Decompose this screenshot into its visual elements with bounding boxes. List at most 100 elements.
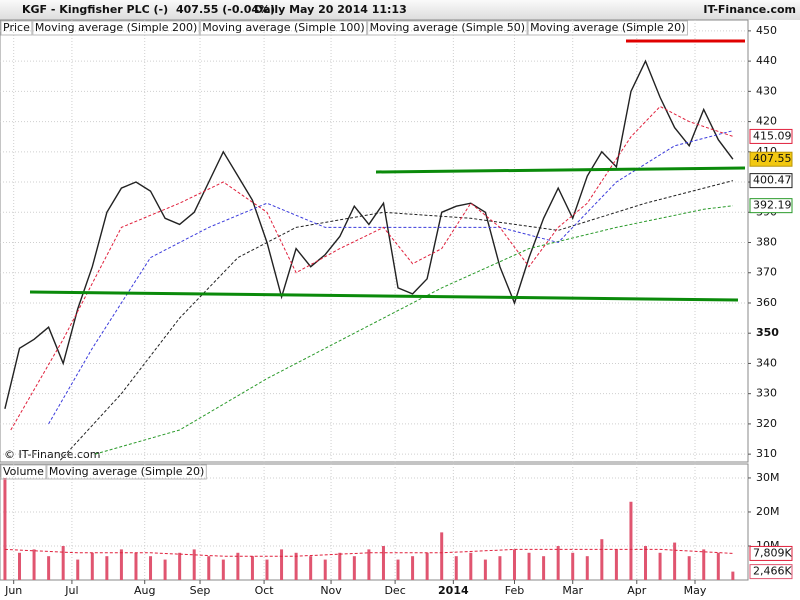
x-tick-label: Sep — [190, 584, 211, 597]
value-tag — [749, 564, 793, 580]
legend-entry: Volume — [3, 465, 44, 478]
x-tick-label: Nov — [320, 584, 342, 597]
legend-entry: Moving average (Simple 20) — [49, 465, 204, 478]
x-tick-label: Dec — [384, 584, 405, 597]
x-tick-label: 2014 — [438, 584, 469, 597]
moving-average-line — [95, 205, 733, 455]
volume-bar — [90, 552, 94, 580]
moving-average-line — [10, 105, 734, 431]
volume-bar — [629, 501, 633, 580]
volume-bar — [105, 556, 109, 580]
y-tick-label: 20M — [756, 505, 780, 518]
volume-bar — [542, 556, 546, 580]
legend-box — [367, 20, 528, 36]
value-tag-label: 400.47 — [753, 174, 792, 187]
x-tick-label: May — [684, 584, 707, 597]
volume-bar — [338, 552, 342, 580]
watermark: © IT-Finance.com — [4, 448, 101, 461]
moving-average-line — [4, 548, 733, 557]
value-tag — [749, 198, 793, 214]
volume-bar — [440, 532, 444, 580]
y-tick-label: 450 — [756, 24, 777, 37]
volume-bar — [294, 552, 298, 580]
volume-bar — [149, 556, 153, 580]
volume-bar — [192, 549, 196, 580]
volume-bar — [512, 549, 516, 580]
legend-box — [46, 464, 207, 480]
volume-bar — [47, 556, 51, 580]
volume-bar — [367, 549, 371, 580]
y-tick-label: 320 — [756, 417, 777, 430]
volume-bar — [396, 559, 400, 580]
price-line — [4, 59, 734, 409]
volume-bar — [585, 556, 589, 580]
period: Daily May 20 2014 11:13 — [254, 3, 407, 16]
value-tag-label: 392.19 — [753, 199, 792, 212]
volume-bar — [571, 552, 575, 580]
value-tag-label: 7,809K — [753, 546, 792, 559]
volume-bar — [454, 556, 458, 580]
volume-bar — [483, 559, 487, 580]
value-tag — [749, 151, 793, 167]
plot — [0, 20, 748, 580]
volume-bar — [673, 542, 677, 580]
volume-bar — [3, 477, 7, 580]
volume-bar — [178, 552, 182, 580]
volume-bar — [556, 545, 560, 580]
volume-bar — [411, 556, 415, 580]
legend-entry: Moving average (Simple 50) — [370, 21, 525, 34]
volume-bar — [527, 552, 531, 580]
volume-bar — [265, 559, 269, 580]
volume-bar — [498, 556, 502, 580]
volume-bar — [614, 549, 618, 580]
volume-bar — [76, 559, 80, 580]
subtitle: 407.55 (-0.04%) — [176, 3, 275, 16]
x-tick-label: Feb — [505, 584, 524, 597]
volume-bar — [250, 556, 254, 580]
value-tag-label: 2,466K — [753, 565, 792, 578]
y-tick-label: 420 — [756, 115, 777, 128]
volume-bar — [280, 549, 284, 580]
volume-bar — [600, 539, 604, 580]
x-tick-label: Jun — [4, 584, 22, 597]
y-tick-label: 310 — [756, 447, 777, 460]
legend-box — [527, 20, 688, 36]
volume-bar — [381, 545, 385, 580]
legend-box — [0, 464, 47, 480]
volume-panel — [0, 463, 749, 581]
volume-bar — [687, 556, 691, 580]
legend-entry: Moving average (Simple 200) — [35, 21, 197, 34]
volume-bar — [352, 556, 356, 580]
y-tick-label: 30M — [756, 471, 780, 484]
volume-bar — [18, 552, 22, 580]
price-panel — [0, 19, 749, 463]
volume-bar — [134, 552, 138, 580]
volume-bar — [644, 545, 648, 580]
value-tag — [749, 128, 793, 144]
x-tick-label: Mar — [562, 584, 583, 597]
x-tick-label: Oct — [255, 584, 275, 597]
legend-box — [32, 20, 200, 36]
source: IT-Finance.com — [703, 3, 796, 16]
trend-line — [29, 290, 739, 302]
volume-bar — [731, 571, 735, 580]
volume-bar — [236, 552, 240, 580]
moving-average-line — [59, 180, 734, 461]
volume-bar — [163, 559, 167, 580]
volume-bar — [119, 549, 123, 580]
y-tick-label: 440 — [756, 54, 777, 67]
volume-bar — [309, 556, 313, 580]
y-tick-label: 380 — [756, 236, 777, 249]
header-bar — [0, 0, 800, 20]
value-tag — [749, 173, 793, 189]
x-tick-label: Aug — [134, 584, 155, 597]
volume-bar — [221, 559, 225, 580]
volume-bar — [658, 552, 662, 580]
volume-bar — [716, 552, 720, 580]
legend-entry: Moving average (Simple 100) — [202, 21, 364, 34]
x-tick-label: Apr — [627, 584, 647, 597]
value-tag — [749, 545, 793, 561]
volume-bar — [323, 559, 327, 580]
volume-bar — [702, 549, 706, 580]
